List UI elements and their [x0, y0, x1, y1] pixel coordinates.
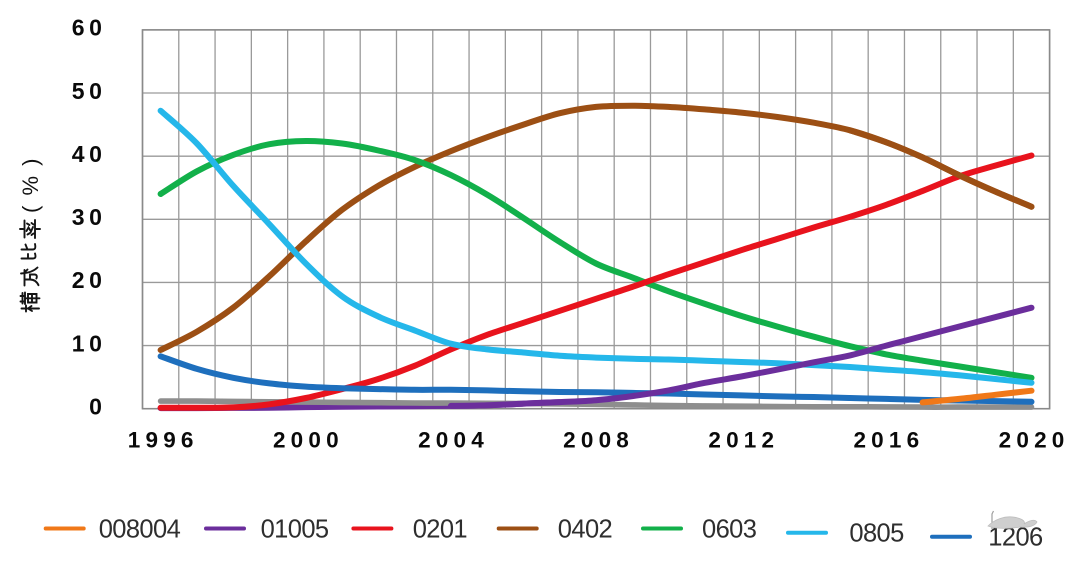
svg-text:2008: 2008 [563, 428, 634, 453]
svg-text:50: 50 [72, 78, 107, 104]
svg-text:01005: 01005 [261, 515, 329, 543]
svg-text:2020: 2020 [999, 428, 1070, 453]
svg-text:20: 20 [72, 267, 107, 293]
svg-text:0603: 0603 [702, 515, 757, 543]
svg-text:008004: 008004 [99, 515, 181, 543]
svg-text:0201: 0201 [413, 515, 467, 543]
svg-text:30: 30 [72, 204, 107, 230]
svg-text:0402: 0402 [558, 515, 612, 543]
svg-text:2000: 2000 [273, 428, 344, 453]
svg-text:2016: 2016 [853, 428, 924, 453]
svg-text:( % ): ( % ) [18, 157, 43, 213]
svg-text:40: 40 [72, 141, 107, 167]
svg-text:2012: 2012 [708, 428, 779, 453]
svg-text:10: 10 [72, 330, 107, 356]
svg-text:1996: 1996 [128, 428, 199, 453]
svg-text:2004: 2004 [418, 428, 489, 453]
svg-text:0805: 0805 [849, 520, 904, 548]
svg-text:0: 0 [89, 393, 106, 419]
svg-text:60: 60 [72, 15, 107, 41]
